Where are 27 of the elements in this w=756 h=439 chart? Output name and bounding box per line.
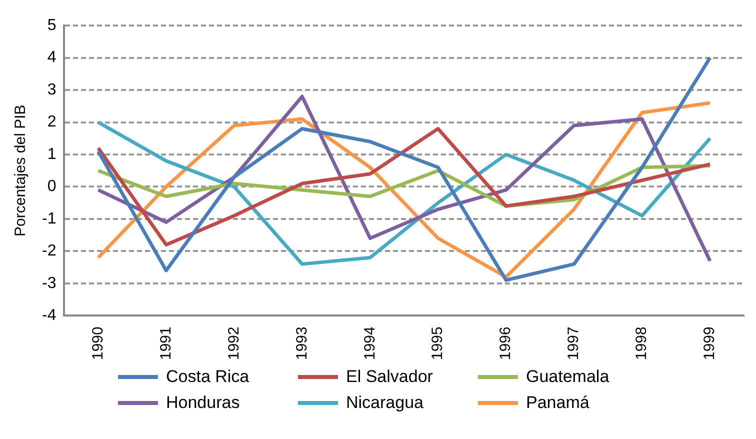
- y-tick-label: 3: [47, 81, 56, 98]
- y-tick-label: 5: [47, 17, 56, 34]
- legend-label: Costa Rica: [166, 367, 250, 387]
- x-tick-label: 1997: [565, 326, 582, 360]
- legend-label: Panamá: [526, 393, 590, 413]
- x-tick-label: 1999: [701, 326, 718, 360]
- x-tick-label: 1990: [89, 326, 106, 360]
- x-tick-label: 1991: [157, 326, 174, 360]
- x-tick-label: 1995: [429, 326, 446, 360]
- x-tick-label: 1992: [225, 326, 242, 360]
- legend-label: Honduras: [166, 393, 240, 413]
- y-tick-label: 0: [47, 178, 56, 196]
- y-tick-label: -1: [42, 210, 56, 228]
- y-tick-label: -2: [42, 242, 56, 260]
- x-tick-label: 1998: [633, 326, 650, 360]
- x-tick-label: 1996: [497, 326, 514, 360]
- y-tick-label: -4: [42, 307, 56, 324]
- x-tick-label: 1993: [293, 326, 310, 360]
- legend-label: Guatemala: [526, 367, 610, 387]
- legend-label: El Salvador: [346, 367, 433, 387]
- y-tick-label: 1: [47, 146, 56, 163]
- y-tick-label: -3: [42, 274, 56, 292]
- x-tick-label: 1994: [361, 326, 378, 360]
- y-axis-title: Porcentajes del PIB: [12, 104, 30, 236]
- legend-label: Nicaragua: [346, 393, 424, 413]
- y-tick-label: 2: [47, 114, 56, 131]
- y-tick-label: 4: [47, 49, 56, 66]
